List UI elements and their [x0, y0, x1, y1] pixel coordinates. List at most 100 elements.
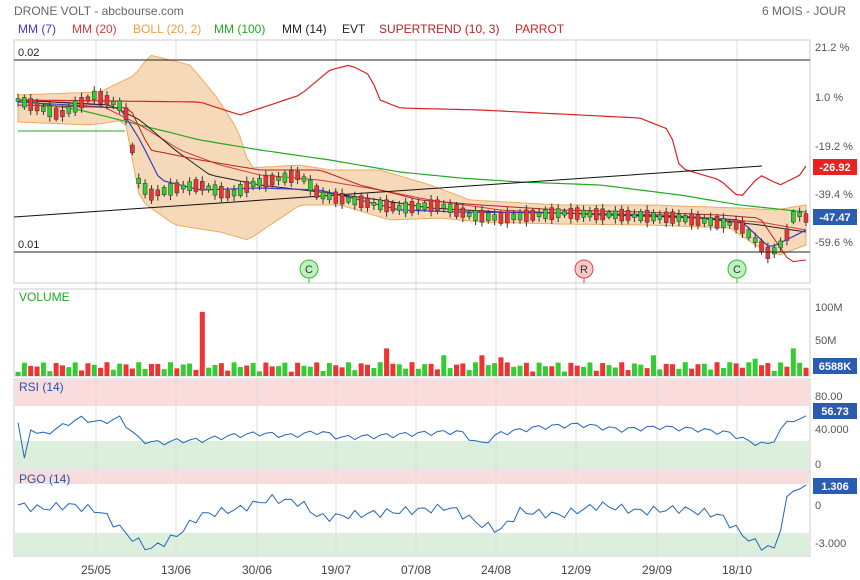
volume-bar: [606, 365, 612, 376]
volume-bar: [752, 358, 758, 376]
trend-line: [13, 165, 763, 218]
parrot-line: [17, 64, 807, 196]
volume-bar: [110, 369, 116, 376]
legend-mm7: MM (7): [18, 22, 56, 36]
volume-bar: [142, 368, 148, 376]
volume-bar: [40, 362, 46, 376]
candle-body: [466, 212, 472, 217]
volume-bar: [123, 364, 129, 376]
candle-body: [638, 211, 644, 222]
bollinger-band: [17, 54, 807, 256]
volume-bar: [784, 366, 790, 376]
candle-body: [47, 105, 53, 118]
candle-body: [282, 172, 288, 183]
volume-bar: [218, 363, 224, 376]
volume-bar: [536, 362, 542, 376]
badge-price: [813, 209, 857, 225]
candle-body: [377, 199, 383, 210]
candle-body: [111, 100, 116, 105]
x-axis-labels: 25/05 13/06 30/06 19/07 07/08 24/08 12/0…: [81, 563, 752, 577]
level-label-low: 0.01: [18, 239, 39, 251]
candle-body: [422, 202, 427, 210]
legend-supertrend: SUPERTREND (10, 3): [379, 22, 499, 36]
rsi-oversold-zone: [15, 441, 809, 468]
candle-body: [549, 207, 555, 220]
volume-bar: [282, 362, 288, 376]
legend-mm100: MM (100): [214, 22, 265, 36]
x-tick-label: 24/08: [481, 563, 511, 577]
candle-body: [365, 197, 370, 208]
candle-body: [574, 207, 580, 220]
legend-evt: EVT: [342, 22, 366, 36]
volume-bar: [657, 369, 663, 376]
price-panel: [13, 39, 811, 284]
candle-body: [60, 110, 65, 118]
volume-bar: [371, 367, 377, 376]
candle-body: [625, 210, 631, 221]
volume-bar: [66, 367, 72, 376]
volume-bar: [59, 365, 65, 376]
volume-bar: [155, 363, 161, 376]
volume-bar: [631, 363, 637, 376]
volume-bar: [549, 366, 555, 376]
volume-bar: [739, 367, 745, 376]
x-tick-label: 07/08: [401, 563, 431, 577]
candle-body: [79, 97, 84, 109]
volume-bar: [276, 366, 282, 376]
candle-body: [390, 202, 396, 212]
volume-bar: [180, 364, 186, 376]
volume-bar: [161, 369, 167, 376]
candle-body: [269, 174, 275, 186]
candle-body: [791, 211, 796, 223]
candle-body: [663, 211, 669, 223]
volume-bar: [365, 364, 371, 376]
legend-mm14: MM (14): [282, 22, 327, 36]
volume-bar: [79, 370, 85, 376]
candle-body: [263, 174, 269, 188]
candle-body: [530, 209, 535, 221]
candle-body: [733, 219, 739, 230]
x-tick-label: 12/09: [561, 563, 591, 577]
last-value-badges: -26.92 -47.47 6588K 56.73 1.306: [813, 159, 857, 494]
candle-body: [206, 185, 211, 191]
axis-tick-rsi-2: 40.000: [815, 424, 849, 436]
candle-body: [98, 91, 103, 104]
candle-body: [212, 184, 218, 196]
volume-bar: [441, 355, 447, 376]
candle-body: [161, 187, 167, 195]
volume-bar: [129, 368, 135, 376]
candle-body: [759, 240, 764, 253]
candle-body: [219, 185, 224, 199]
candle-body: [536, 212, 542, 217]
badge-price-text: -47.47: [819, 212, 850, 224]
volume-bar: [339, 367, 345, 376]
badge-rsi: [813, 403, 857, 419]
volume-bar: [422, 364, 428, 376]
volume-bar: [619, 362, 625, 376]
volume-bar: [720, 367, 726, 376]
candle-body: [276, 176, 281, 181]
volume-bar: [377, 362, 383, 376]
candle-body: [289, 170, 294, 183]
candle-body: [149, 188, 154, 201]
volume-bar: [593, 370, 599, 376]
candle-body: [721, 217, 726, 229]
candle-body: [454, 204, 459, 217]
candle-body: [492, 214, 497, 221]
volume-bar: [85, 363, 91, 376]
rsi-panel-title: RSI (14): [19, 380, 64, 394]
candle-body: [714, 216, 720, 229]
rsi-panel: [13, 378, 811, 470]
volume-bar: [765, 363, 771, 376]
volume-bar: [231, 362, 237, 376]
level-label-high: 0.02: [18, 47, 39, 59]
volume-bar: [511, 366, 517, 376]
candle-body: [28, 98, 33, 111]
candle-body: [524, 209, 529, 222]
volume-bar: [225, 370, 231, 376]
chart-period: 6 MOIS - JOUR: [762, 4, 846, 18]
rsi-series-line: [17, 415, 807, 459]
axis-tick-pgo-2: -3.000: [815, 538, 846, 550]
candle-body: [594, 208, 599, 221]
volume-bar: [47, 371, 53, 376]
